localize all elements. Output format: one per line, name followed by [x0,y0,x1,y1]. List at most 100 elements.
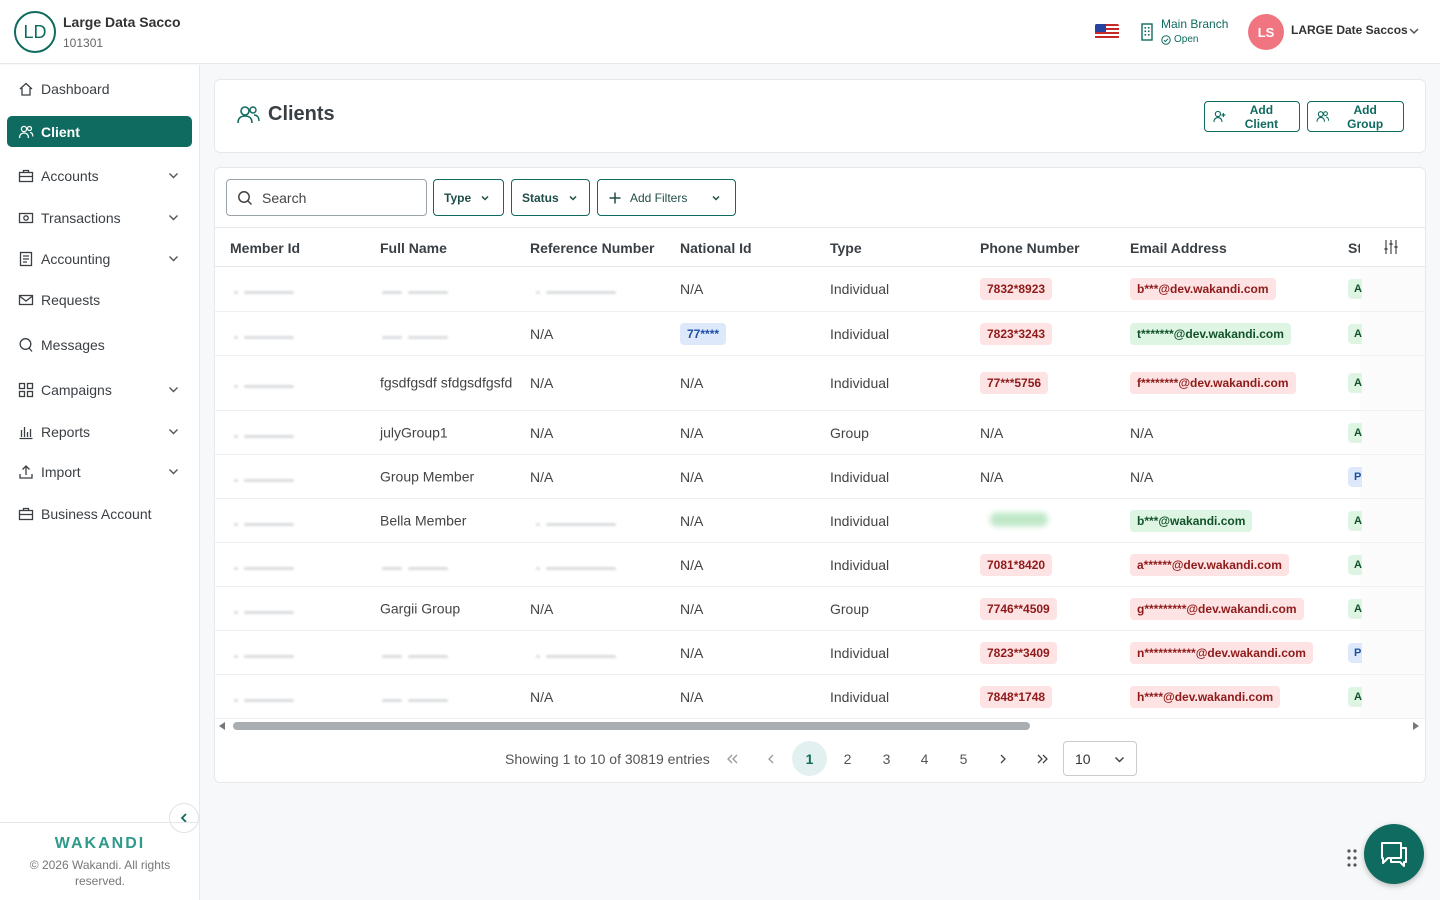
user-name[interactable]: LARGE Date Saccos [1291,23,1408,37]
table-cell: Individual [830,281,890,297]
table-cell: N/A [530,424,554,441]
branch-status: Open [1161,34,1198,45]
sidebar-item-reports[interactable]: Reports [7,416,192,447]
plus-icon [609,192,621,203]
sidebar-item-import[interactable]: Import [7,456,192,487]
search-icon [238,190,253,205]
page-button[interactable]: 3 [882,750,891,767]
masked-pill: b***@dev.wakandi.com [1130,278,1276,300]
sidebar-item-dashboard[interactable]: Dashboard [7,73,192,104]
status-filter[interactable]: Status [511,179,590,216]
page-size-select[interactable]: 10 [1063,741,1137,776]
table-cell: t*******@dev.wakandi.com [1130,322,1291,345]
table-row[interactable]: julyGroup1 N/A N/A Group N/A N/A A [215,411,1425,455]
search-box [226,179,427,216]
table-row[interactable]: N/A 77**** Individual 7823*3243 t*******@dev… [215,312,1425,356]
type-filter[interactable]: Type [433,179,504,216]
sidebar-item-messages[interactable]: Messages [7,329,192,360]
table-row[interactable]: N/A N/A Individual 7848*1748 h****@dev.wakan… [215,675,1425,719]
user-avatar[interactable]: LS [1248,14,1284,50]
scrollbar-thumb[interactable] [233,722,1030,730]
column-header[interactable]: Member Id [230,240,301,256]
column-header[interactable]: Reference Number [530,240,655,256]
first-page-button[interactable] [715,741,750,776]
add-group-button[interactable]: Add Group [1307,101,1404,132]
users-icon [18,124,34,140]
chevron-down-icon[interactable] [1407,24,1421,38]
sidebar-item-accounting[interactable]: Accounting [7,243,192,274]
status-badge: A [1348,373,1362,393]
sidebar-item-requests[interactable]: Requests [7,284,192,315]
column-header[interactable]: Email Address [1130,240,1227,256]
column-settings-icon[interactable] [1383,239,1399,255]
collapse-sidebar-button[interactable] [169,803,199,833]
users-icon [1316,111,1330,122]
chevron-down-icon [569,195,577,201]
masked-pill: f********@dev.wakandi.com [1130,372,1296,394]
next-page-button[interactable] [985,741,1020,776]
pagination-info: Showing 1 to 10 of 30819 entries [505,751,710,767]
org-avatar[interactable]: LD [14,11,56,53]
page-button[interactable]: 2 [843,750,852,767]
masked-value [234,557,294,573]
check-circle-icon [1161,34,1171,45]
table-row[interactable]: N/A Individual 7823**3409 n***********@dev.… [215,631,1425,675]
table-row[interactable]: Gargii Group N/A N/A Group 7746**4509 g******… [215,587,1425,631]
drag-handle-icon[interactable] [1346,848,1358,868]
sidebar-item-label: Client [41,123,80,140]
masked-value [234,645,294,661]
org-code: 101301 [63,36,104,50]
add-client-button[interactable]: Add Client [1204,101,1300,132]
table-cell: julyGroup1 [380,424,448,440]
scroll-right-icon[interactable] [1413,722,1419,730]
column-header[interactable]: Type [830,240,862,256]
page-button[interactable]: 1 [792,741,827,776]
table-row[interactable]: N/A Individual 7081*8420 a******@dev.wakand… [215,543,1425,587]
status-badge: A [1348,686,1362,707]
column-header[interactable]: National Id [680,240,752,256]
table-row[interactable]: N/A Individual 7832*8923 b***@dev.wakandi.c… [215,267,1425,312]
chevron-down-icon [169,387,178,393]
column-header[interactable]: Phone Number [980,240,1080,256]
masked-value [536,281,616,297]
table-cell: N/A [680,600,704,617]
page-button[interactable]: 5 [959,750,968,767]
table-row[interactable]: Bella Member N/A Individual b***@wakandi.co… [215,499,1425,543]
add-filters-button[interactable]: Add Filters [597,179,736,216]
table-cell: N/A [1130,424,1154,441]
status-sticky-column [1360,267,1425,719]
table-cell: N/A [530,600,554,617]
last-page-button[interactable] [1024,741,1059,776]
sidebar-item-transactions[interactable]: Transactions [7,202,192,233]
sidebar-item-business-account[interactable]: Business Account [7,498,192,529]
search-input[interactable] [262,189,412,206]
chevron-left-icon [767,754,773,763]
org-name: Large Data Sacco [63,14,181,30]
page-button[interactable]: 4 [920,750,929,767]
masked-value [382,281,448,297]
table-cell: Individual [830,375,890,391]
double-chevron-left-icon [726,754,737,763]
us-flag-icon[interactable] [1095,24,1119,39]
top-bar: LD Large Data Sacco 101301 Main Branch O… [0,0,1440,64]
sidebar-item-label: Import [41,463,81,480]
chevron-down-icon [169,429,178,435]
masked-value [234,469,294,485]
horizontal-scrollbar[interactable] [215,719,1425,733]
sidebar-item-client[interactable]: Client [7,116,192,147]
table-row[interactable]: fgsdfgsdf sfdgsdfgsfd N/A N/A Individual 77*… [215,356,1425,411]
table-row[interactable]: Group Member N/A N/A Individual N/A N/A P [215,455,1425,499]
scroll-left-icon[interactable] [219,722,225,730]
table-cell: Group [830,600,869,617]
table-cell: N/A [530,325,554,342]
cash-icon [18,210,34,226]
sidebar-item-accounts[interactable]: Accounts [7,160,192,191]
column-header[interactable]: Full Name [380,240,447,256]
column-header[interactable]: St [1348,240,1360,256]
table-cell: g*********@dev.wakandi.com [1130,597,1304,620]
table-cell: Individual [830,688,890,705]
branch-name[interactable]: Main Branch [1161,17,1229,31]
sidebar-item-campaigns[interactable]: Campaigns [7,374,192,405]
chat-support-button[interactable] [1364,824,1424,884]
prev-page-button[interactable] [753,741,788,776]
